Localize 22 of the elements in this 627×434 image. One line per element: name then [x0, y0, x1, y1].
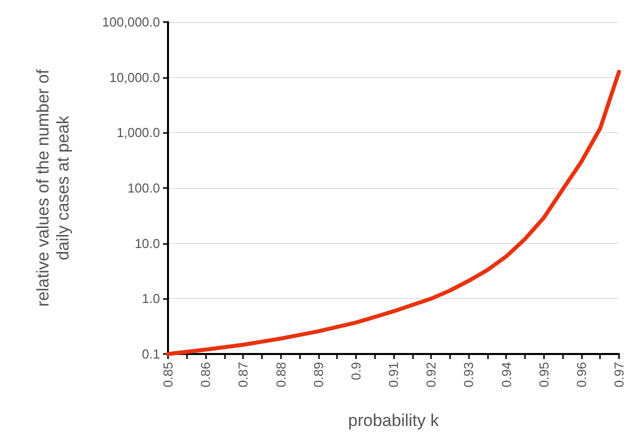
- x-axis-title: probability k: [348, 411, 440, 430]
- x-tick-label: 0.85: [160, 362, 176, 388]
- y-tick-label: 100.0: [127, 180, 160, 196]
- y-tick-label: 1.0: [142, 291, 160, 306]
- y-tick-label: 0.1: [142, 346, 160, 362]
- x-tick-label: 0.96: [574, 362, 589, 388]
- y-tick-label: 100,000.0: [102, 14, 160, 30]
- x-tick-label: 0.9: [348, 362, 364, 380]
- y-tick-label: 10,000.0: [109, 70, 160, 85]
- y-tick-label: 10.0: [134, 236, 160, 251]
- y-tick-label: 1,000.0: [116, 125, 160, 140]
- x-tick-label: 0.94: [498, 362, 514, 388]
- x-tick-label: 0.91: [386, 362, 401, 388]
- x-tick-label: 0.97: [612, 362, 626, 388]
- x-tick-label: 0.87: [236, 362, 251, 388]
- x-tick-label: 0.93: [461, 362, 476, 388]
- x-tick-label: 0.92: [424, 362, 439, 388]
- y-axis-title: relative values of the number of daily cases at peak: [34, 69, 72, 307]
- x-tick-label: 0.89: [310, 362, 326, 388]
- x-tick-label: 0.95: [536, 362, 552, 388]
- x-tick-label: 0.86: [198, 362, 214, 388]
- x-tick-label: 0.88: [273, 362, 288, 388]
